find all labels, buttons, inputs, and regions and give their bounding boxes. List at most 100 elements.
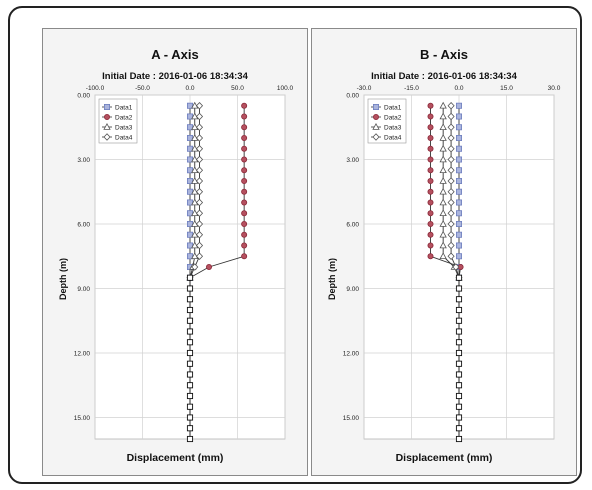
data-point [186, 392, 194, 400]
data-point [455, 306, 463, 314]
data-point [455, 124, 462, 131]
data-point [427, 135, 434, 142]
data-point [427, 113, 434, 120]
data-point [195, 177, 204, 185]
data-point [455, 220, 462, 227]
data-point [439, 209, 447, 217]
data-point [195, 166, 204, 175]
y-tick-label: 6.00 [346, 222, 359, 229]
data-point [241, 124, 248, 131]
data-point [427, 145, 434, 152]
data-point [439, 112, 447, 120]
y-tick-label: 15.00 [343, 415, 360, 422]
x-tick-label: 50.0 [231, 85, 244, 92]
x-tick-label: -50.0 [135, 85, 150, 92]
data-point [186, 296, 194, 303]
chart-panel-b-axis: B - Axis Initial Date : 2016-01-06 18:34… [311, 28, 577, 476]
data-point [241, 231, 248, 238]
data-point [191, 230, 199, 238]
data-point [439, 241, 447, 249]
data-point [191, 133, 199, 141]
data-point [455, 317, 463, 324]
data-point [186, 382, 194, 389]
chart-subtitle: Initial Date : 2016-01-06 18:34:34 [102, 71, 248, 82]
data-point [241, 220, 248, 227]
data-point [186, 285, 194, 292]
data-point [191, 187, 199, 195]
y-tick-label: 0.00 [346, 93, 359, 100]
data-point [439, 252, 447, 260]
data-point [195, 230, 204, 239]
data-point [373, 114, 380, 121]
legend-label: Data4 [384, 134, 402, 141]
data-point [455, 113, 462, 120]
data-point [241, 177, 248, 184]
y-tick-label: 12.00 [74, 351, 91, 358]
data-point [195, 187, 204, 196]
data-point [427, 156, 434, 163]
data-point [447, 112, 455, 121]
chart-title: A - Axis [151, 47, 199, 62]
data-point [447, 209, 455, 218]
data-point [455, 102, 462, 109]
series-extension [455, 274, 463, 443]
data-point [447, 198, 455, 207]
x-tick-label: -15.0 [404, 85, 419, 92]
data-point [186, 317, 194, 324]
data-point [372, 122, 380, 130]
data-point [241, 167, 248, 174]
data-point [427, 199, 434, 206]
legend-label: Data4 [115, 134, 133, 141]
x-axis-label: Displacement (mm) [126, 452, 224, 464]
data-point [455, 392, 463, 400]
data-point [455, 177, 462, 184]
data-point [447, 101, 455, 110]
data-point [191, 166, 199, 174]
data-point [241, 113, 248, 120]
data-point [191, 198, 199, 206]
data-point [455, 199, 462, 206]
data-point [447, 134, 455, 142]
data-point [427, 220, 434, 227]
data-point [186, 306, 194, 314]
x-tick-label: -100.0 [86, 85, 105, 92]
legend-label: Data3 [115, 124, 133, 131]
y-tick-label: 3.00 [77, 157, 90, 164]
data-point [191, 144, 199, 152]
data-point [439, 133, 447, 141]
chart-title: B - Axis [420, 47, 468, 62]
series-data1 [455, 102, 462, 281]
data-point [447, 241, 455, 250]
data-point [447, 177, 455, 185]
data-point [455, 274, 463, 281]
data-point [241, 242, 248, 249]
data-point [186, 328, 194, 335]
data-point [455, 349, 463, 357]
chart-svg: -30.0 -15.0 0.0 15.0 30.0 0.00 3.00 6.00 9.00 12.… [343, 85, 561, 443]
y-tick-label: 6.00 [77, 222, 90, 229]
data-point [186, 414, 194, 421]
data-point [241, 188, 248, 195]
legend-label: Data3 [384, 124, 402, 131]
data-point [427, 167, 434, 174]
data-point [186, 274, 194, 281]
legend-label: Data1 [384, 104, 402, 111]
x-tick-label: 15.0 [500, 85, 513, 92]
data-point [241, 102, 248, 109]
data-point [439, 219, 447, 227]
y-tick-label: 9.00 [346, 286, 359, 293]
data-point [455, 414, 463, 421]
data-point [191, 101, 199, 109]
data-point [447, 187, 455, 196]
data-point [191, 252, 199, 260]
data-point [191, 241, 199, 249]
data-point [455, 285, 463, 292]
legend-label: Data2 [384, 114, 402, 121]
series-data3 [439, 101, 463, 281]
data-point [455, 167, 462, 174]
data-point [439, 176, 447, 184]
data-point [452, 263, 460, 271]
x-axis-label: Displacement (mm) [395, 452, 493, 464]
data-point [373, 104, 380, 111]
data-point [447, 123, 455, 132]
